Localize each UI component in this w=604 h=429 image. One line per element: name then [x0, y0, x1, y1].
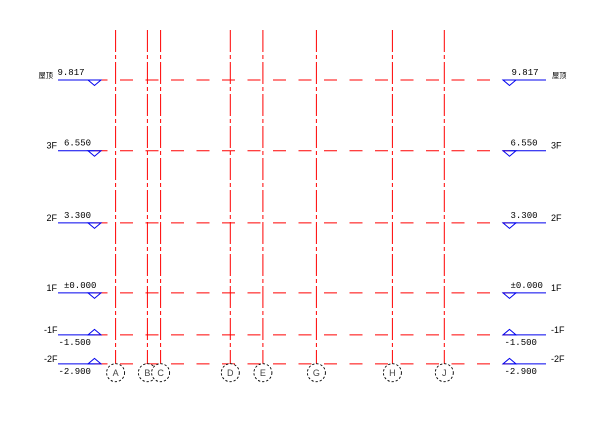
svg-text:1F: 1F	[551, 283, 562, 293]
svg-text:A: A	[113, 368, 119, 378]
svg-text:-2F: -2F	[551, 354, 565, 364]
svg-text:-1.500: -1.500	[505, 338, 537, 348]
svg-text:-2.900: -2.900	[59, 367, 91, 377]
svg-text:6.550: 6.550	[64, 139, 91, 149]
svg-text:B: B	[144, 368, 150, 378]
svg-text:G: G	[313, 368, 320, 378]
svg-text:屋顶: 屋顶	[39, 71, 53, 80]
svg-text:-2.900: -2.900	[505, 367, 537, 377]
svg-text:2F: 2F	[47, 213, 58, 223]
svg-text:3.300: 3.300	[64, 211, 91, 221]
svg-text:屋顶: 屋顶	[552, 71, 566, 80]
svg-text:-1F: -1F	[44, 325, 58, 335]
svg-text:-2F: -2F	[44, 354, 58, 364]
svg-text:C: C	[157, 368, 164, 378]
svg-text:-1F: -1F	[551, 325, 565, 335]
svg-text:-1.500: -1.500	[59, 338, 91, 348]
svg-text:E: E	[260, 368, 266, 378]
svg-text:2F: 2F	[551, 213, 562, 223]
svg-text:1F: 1F	[47, 283, 58, 293]
svg-text:D: D	[227, 368, 234, 378]
svg-text:J: J	[442, 368, 447, 378]
svg-text:9.817: 9.817	[58, 68, 85, 78]
svg-text:H: H	[389, 368, 396, 378]
svg-text:9.817: 9.817	[512, 68, 539, 78]
svg-text:3.300: 3.300	[511, 211, 538, 221]
svg-text:6.550: 6.550	[511, 139, 538, 149]
svg-text:3F: 3F	[551, 141, 562, 151]
svg-text:3F: 3F	[47, 141, 58, 151]
svg-text:±0.000: ±0.000	[511, 281, 543, 291]
svg-text:±0.000: ±0.000	[64, 281, 96, 291]
